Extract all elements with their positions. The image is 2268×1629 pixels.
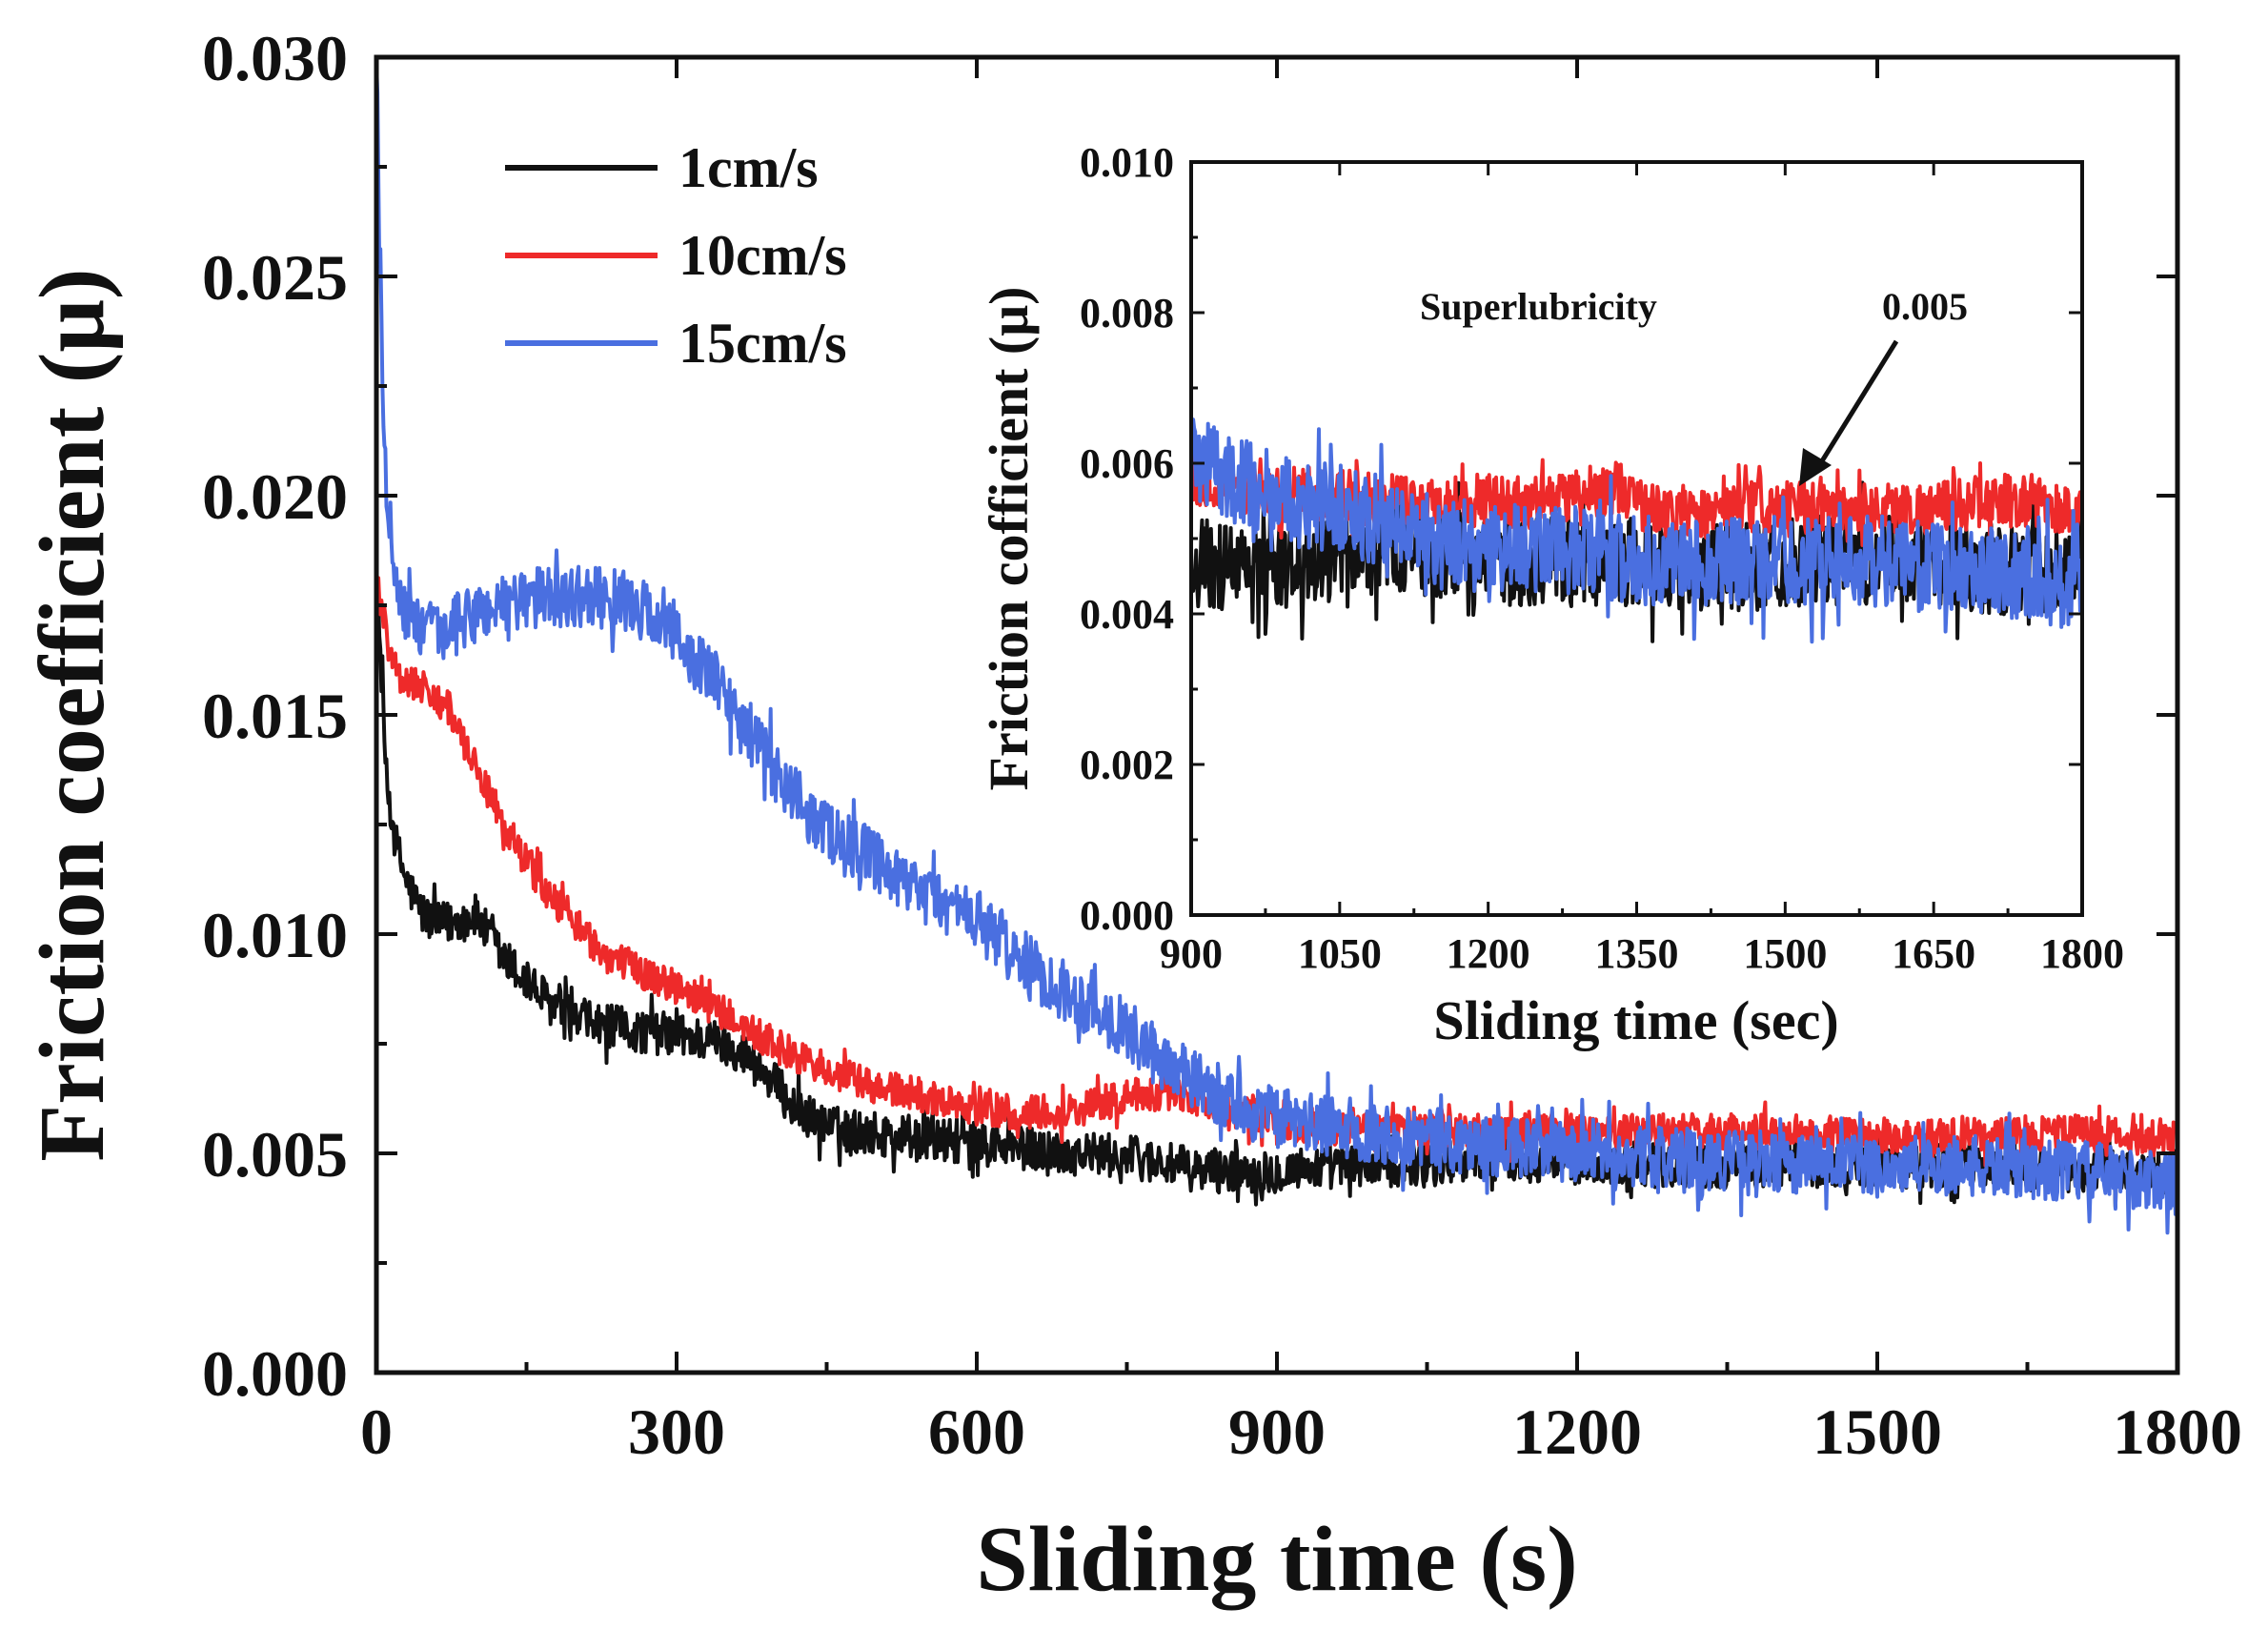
main-y-axis-title: Friction coefficient (μ) — [21, 268, 124, 1161]
inset-x-tick-label: 1650 — [1892, 930, 1975, 977]
main-x-tick-label: 0 — [360, 1395, 393, 1468]
main-y-tick-label: 0.025 — [202, 241, 348, 314]
inset-y-tick-label: 0.008 — [1080, 290, 1174, 336]
main-y-tick-label: 0.020 — [202, 460, 348, 533]
legend-label-10cm: 10cm/s — [678, 224, 847, 287]
inset-tick-labels: 900 1050 1200 1350 1500 1650 1800 0.000 0.002 0.0… — [1080, 139, 2124, 977]
legend: 1cm/s 10cm/s 15cm/s — [505, 136, 847, 375]
inset-x-tick-label: 1500 — [1743, 930, 1827, 977]
main-x-tick-label: 600 — [928, 1395, 1025, 1468]
inset-x-tick-label: 900 — [1160, 930, 1223, 977]
annotation-arrow-shaft — [1812, 339, 1899, 474]
main-y-tick-label: 0.015 — [202, 680, 348, 752]
main-y-tick-label: 0.030 — [202, 22, 348, 94]
inset-y-tick-label: 0.004 — [1080, 591, 1174, 638]
main-x-tick-label: 300 — [628, 1395, 725, 1468]
main-x-tick-label: 1500 — [1812, 1395, 1942, 1468]
main-series-group — [375, 63, 2179, 1235]
value-annotation: 0.005 — [1882, 285, 1968, 328]
main-chart: 0 300 600 900 1200 1500 1800 0.000 0.005 0.010 0.0… — [21, 22, 2242, 1611]
inset-y-axis-title: Friction cofficient (μ) — [978, 287, 1040, 791]
inset-y-tick-label: 0.000 — [1080, 892, 1174, 939]
inset-x-tick-label: 1200 — [1447, 930, 1530, 977]
inset-y-tick-label: 0.006 — [1080, 440, 1174, 487]
inset-series-15cm-s — [1189, 417, 2084, 644]
superlubricity-annotation: Superlubricity — [1420, 285, 1657, 328]
main-series-15cm-s — [375, 63, 2179, 1235]
annotation-arrow-head — [1799, 448, 1832, 486]
main-x-tick-label: 1200 — [1512, 1395, 1642, 1468]
main-tick-marks — [375, 55, 2179, 1374]
inset-x-tick-label: 1800 — [2040, 930, 2124, 977]
inset-series-group — [1189, 417, 2084, 644]
inset-x-axis-title: Sliding time (sec) — [1433, 989, 1838, 1051]
main-x-axis-title: Sliding time (s) — [976, 1508, 1578, 1611]
inset-x-tick-label: 1350 — [1595, 930, 1679, 977]
main-y-tick-label: 0.000 — [202, 1337, 348, 1410]
inset-x-tick-label: 1050 — [1298, 930, 1382, 977]
inset-y-tick-label: 0.002 — [1080, 742, 1174, 788]
inset-chart: 900 1050 1200 1350 1500 1650 1800 0.000 0.002 0.0… — [978, 139, 2124, 1051]
inset-tick-marks — [1189, 160, 2084, 917]
main-x-tick-label: 1800 — [2113, 1395, 2242, 1468]
main-y-tick-label: 0.005 — [202, 1118, 348, 1191]
legend-label-1cm: 1cm/s — [678, 136, 819, 199]
inset-y-tick-label: 0.010 — [1080, 139, 1174, 186]
main-y-tick-label: 0.010 — [202, 899, 348, 971]
legend-label-15cm: 15cm/s — [678, 312, 847, 375]
main-x-tick-label: 900 — [1228, 1395, 1326, 1468]
main-tick-labels: 0 300 600 900 1200 1500 1800 0.000 0.005 0.010 0.0… — [202, 22, 2242, 1468]
